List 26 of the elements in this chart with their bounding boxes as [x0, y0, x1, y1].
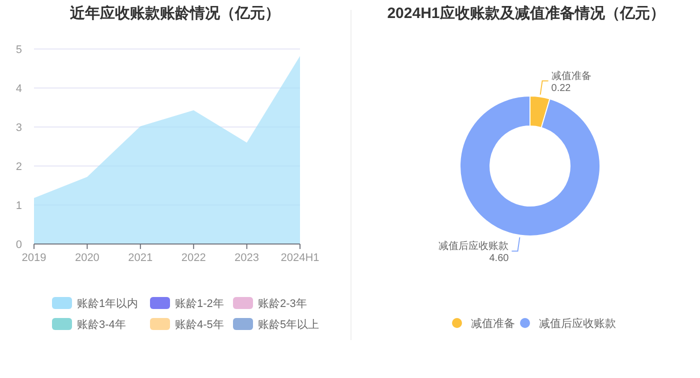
legend-label: 减值后应收账款: [539, 317, 616, 330]
x-tick-label: 2022: [181, 252, 206, 264]
chart-title: 近年应收账款账龄情况（亿元）: [69, 4, 280, 22]
legend-label: 账龄2-3年: [258, 298, 307, 310]
chart-title: 2024H1应收账款及减值准备情况（亿元）: [387, 4, 665, 22]
x-tick-label: 2024H1: [280, 252, 320, 264]
data-label: 0.22: [551, 82, 572, 94]
legend-label: 账龄1年以内: [77, 297, 138, 310]
legend-label: 账龄5年以上: [258, 318, 320, 331]
y-tick-label: 1: [16, 200, 22, 212]
y-tick-label: 0: [16, 239, 22, 251]
x-tick-label: 2020: [74, 252, 100, 264]
x-tick-label: 2023: [234, 252, 260, 264]
legend-label: 账龄3-4年: [77, 319, 126, 331]
y-tick-label: 3: [16, 122, 22, 134]
legend-label: 账龄1-2年: [175, 298, 224, 310]
y-tick-label: 2: [16, 161, 22, 173]
data-label: 4.60: [489, 253, 510, 264]
y-tick-label: 5: [16, 44, 22, 56]
y-tick-label: 4: [16, 83, 22, 95]
legend-label: 账龄4-5年: [175, 319, 224, 331]
slice-label: 减值准备: [551, 70, 592, 82]
x-tick-label: 2019: [22, 252, 46, 264]
x-tick-label: 2021: [128, 252, 153, 264]
legend-label: 减值准备: [471, 317, 515, 330]
slice-label: 减值后应收账款: [438, 240, 509, 252]
